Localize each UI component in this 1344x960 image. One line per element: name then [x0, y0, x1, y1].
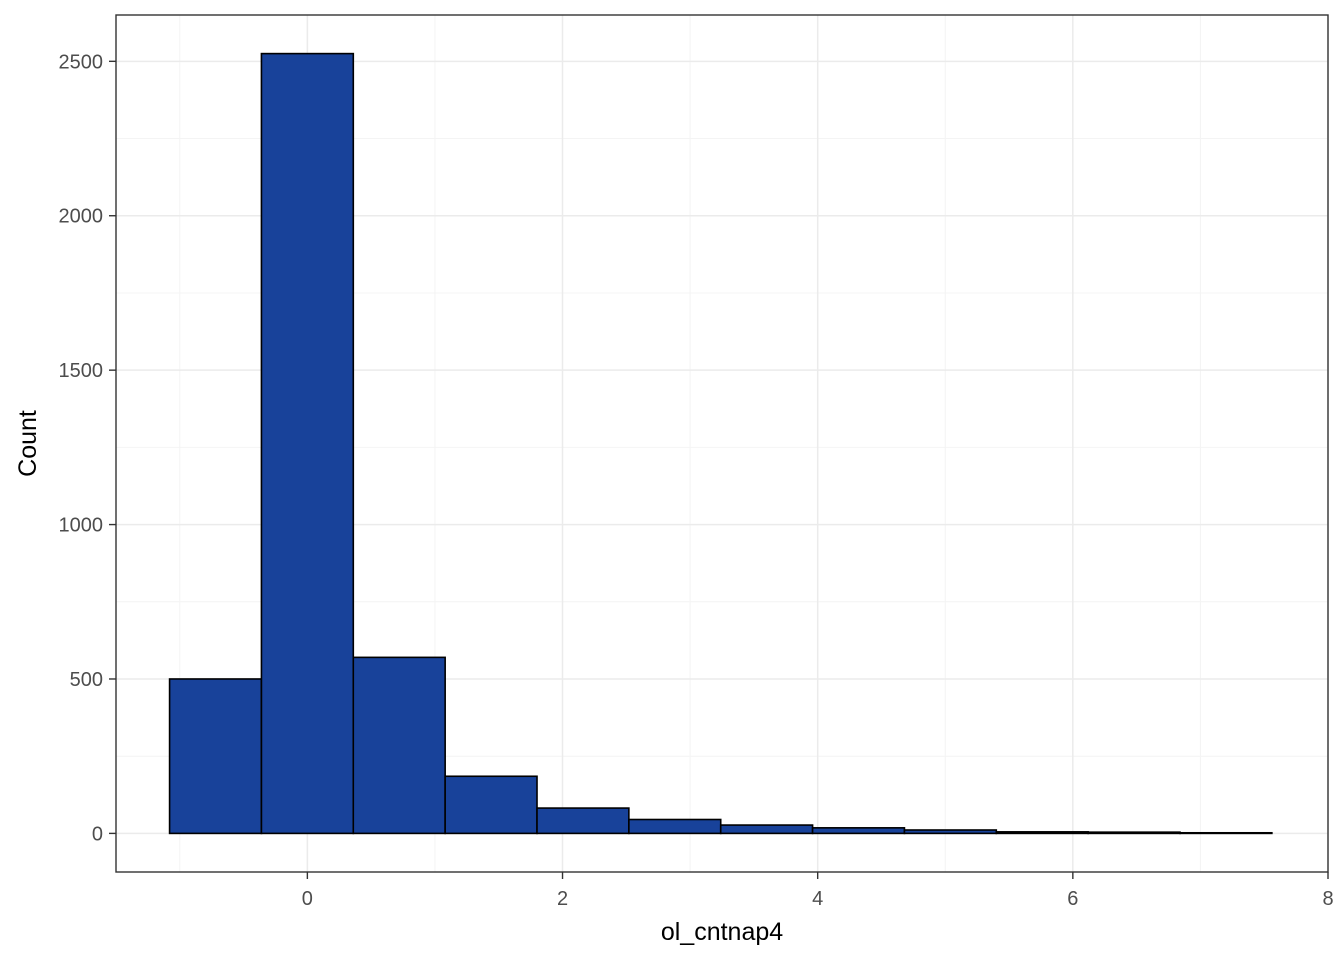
x-tick-label: 4	[812, 888, 823, 910]
x-axis-title: ol_cntnap4	[661, 918, 783, 946]
histogram-bar	[1087, 831, 1181, 835]
histogram-bar	[352, 656, 446, 835]
histogram-bar	[719, 824, 814, 835]
x-tick-label: 0	[302, 888, 313, 910]
y-tick-label: 1000	[59, 515, 104, 537]
histogram-bar	[903, 829, 998, 835]
y-tick-label: 500	[70, 669, 103, 691]
histogram-bar	[628, 818, 722, 835]
histogram-bar	[1179, 831, 1273, 835]
x-tick-label: 2	[557, 888, 568, 910]
y-axis: 0 500 1000 1500 2000 2500	[59, 51, 116, 845]
histogram-bar	[811, 827, 906, 835]
y-tick-label: 0	[92, 823, 103, 845]
x-tick-label: 8	[1322, 888, 1333, 910]
panel-border	[115, 14, 1329, 873]
histogram-bar	[260, 52, 355, 835]
y-tick-label: 1500	[59, 360, 104, 382]
y-axis-title: Count	[14, 410, 42, 477]
x-axis: 0 2 4 6 8	[302, 872, 1334, 910]
histogram-bar	[995, 831, 1089, 835]
x-tick-label: 6	[1067, 888, 1078, 910]
y-tick-label: 2500	[59, 51, 104, 73]
histogram-bar	[444, 775, 538, 835]
histogram-bar	[536, 807, 630, 835]
histogram-bar	[168, 678, 263, 835]
y-tick-label: 2000	[59, 206, 104, 228]
histogram-bars	[168, 52, 1273, 835]
